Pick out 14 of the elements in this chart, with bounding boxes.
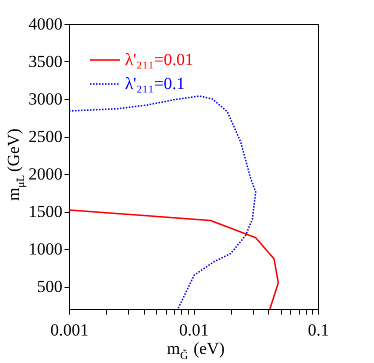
y-tick-label: 4000 [28, 14, 62, 34]
y-tick-label: 2000 [28, 164, 62, 184]
y-tick-label: 1000 [28, 240, 62, 258]
y-axis-title: mμ̃L (GeV) [4, 128, 27, 201]
y-tick-label: 2500 [28, 127, 62, 146]
legend-label: λ'₂₁₁=0.01 [125, 50, 194, 69]
y-tick-label: 3000 [28, 90, 62, 108]
x-tick-label: 0.001 [50, 320, 89, 340]
x-tick-label: 0.01 [179, 320, 209, 340]
y-tick-label: 3500 [28, 52, 62, 71]
y-tick-label: 1500 [28, 202, 62, 221]
y-tick-label: 500 [37, 277, 62, 296]
x-tick-label: 0.1 [308, 320, 330, 340]
legend-label: λ'₂₁₁=0.1 [125, 74, 185, 93]
